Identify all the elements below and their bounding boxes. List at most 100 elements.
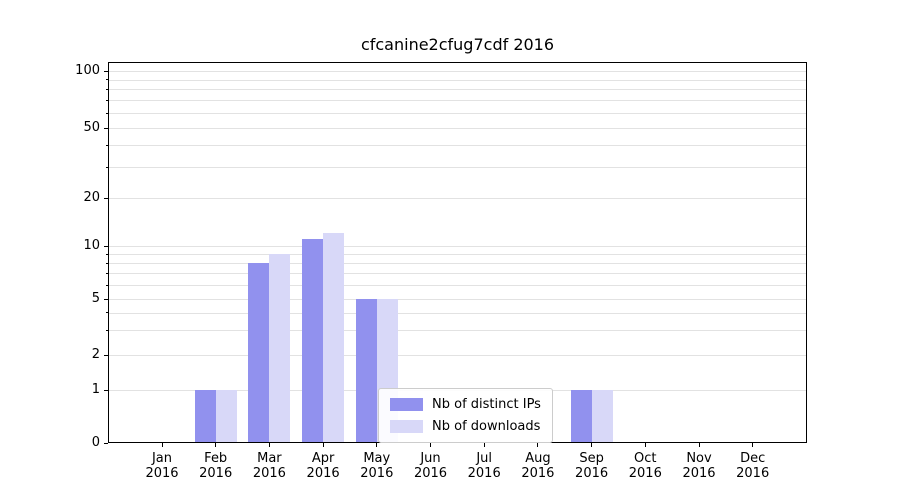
x-tick-mark bbox=[483, 443, 485, 447]
x-tick-label-line: 2016 bbox=[360, 466, 394, 481]
legend-swatch bbox=[390, 420, 423, 433]
gridline bbox=[108, 145, 807, 147]
x-tick-mark bbox=[591, 443, 593, 447]
y-minor-tick-mark bbox=[106, 262, 108, 264]
legend-label: Nb of downloads bbox=[432, 419, 541, 434]
x-tick-label-line: Mar bbox=[257, 451, 282, 466]
y-tick-label: 100 bbox=[75, 63, 100, 78]
y-tick-label: 2 bbox=[91, 347, 100, 362]
x-tick-label-line: Apr bbox=[311, 451, 335, 466]
y-tick-mark bbox=[104, 70, 108, 72]
x-tick-label-line: Sep bbox=[579, 451, 604, 466]
x-tick-label-line: May bbox=[363, 451, 391, 466]
y-minor-tick-mark bbox=[106, 166, 108, 168]
y-tick-mark bbox=[104, 197, 108, 199]
x-tick-label-line: 2016 bbox=[682, 466, 716, 481]
y-tick-label: 50 bbox=[83, 120, 100, 135]
x-tick-mark bbox=[698, 443, 700, 447]
x-tick-mark bbox=[376, 443, 378, 447]
x-tick-label: Oct 2016 bbox=[605, 451, 685, 481]
x-tick-label: Apr 2016 bbox=[283, 451, 363, 481]
legend-items: Nb of distinct IPs Nb of downloads bbox=[390, 397, 541, 434]
x-tick-label-line: Jul bbox=[476, 451, 493, 466]
y-minor-tick-mark bbox=[106, 79, 108, 81]
y-tick-mark bbox=[104, 442, 108, 444]
gridline bbox=[108, 89, 807, 91]
x-tick-label: May 2016 bbox=[337, 451, 417, 481]
y-tick-mark bbox=[104, 127, 108, 129]
y-minor-tick-mark bbox=[106, 312, 108, 314]
x-tick-label: Nov 2016 bbox=[659, 451, 739, 481]
gridline bbox=[108, 167, 807, 169]
gridline bbox=[108, 330, 807, 332]
gridline bbox=[108, 254, 807, 256]
gridline bbox=[108, 198, 807, 199]
y-minor-tick-mark bbox=[106, 253, 108, 255]
y-minor-tick-mark bbox=[106, 329, 108, 331]
y-minor-tick-mark bbox=[106, 88, 108, 90]
x-tick-label-line: Feb bbox=[204, 451, 228, 466]
legend: Nb of distinct IPs Nb of downloads bbox=[378, 388, 553, 443]
y-tick-label: 10 bbox=[83, 238, 100, 253]
y-tick-label: 20 bbox=[83, 190, 100, 205]
gridline bbox=[108, 79, 807, 81]
x-tick-label: Feb 2016 bbox=[176, 451, 256, 481]
legend-entry: Nb of distinct IPs bbox=[390, 397, 541, 412]
x-tick-label: Aug 2016 bbox=[498, 451, 578, 481]
y-tick-mark bbox=[104, 354, 108, 356]
x-tick-mark bbox=[430, 443, 431, 447]
x-tick-mark bbox=[644, 443, 646, 447]
y-tick-label: 5 bbox=[91, 291, 100, 306]
legend-swatch bbox=[390, 398, 423, 411]
y-tick-mark bbox=[104, 245, 108, 247]
x-tick-label: Jul 2016 bbox=[444, 451, 524, 481]
x-tick-label: Sep 2016 bbox=[552, 451, 632, 481]
x-tick-mark bbox=[752, 443, 754, 447]
legend-label: Nb of distinct IPs bbox=[432, 397, 541, 412]
x-tick-label-line: Jun bbox=[420, 451, 441, 466]
plot-area bbox=[108, 62, 807, 443]
y-minor-tick-mark bbox=[106, 144, 108, 146]
bar-nb-of-downloads bbox=[323, 233, 345, 443]
x-tick-label: Jun 2016 bbox=[391, 451, 471, 481]
y-tick-label: 1 bbox=[91, 382, 100, 397]
x-tick-label-line: 2016 bbox=[306, 466, 340, 481]
x-tick-mark bbox=[161, 443, 163, 447]
gridline bbox=[108, 246, 807, 247]
bar-nb-of-distinct-ips bbox=[355, 299, 377, 443]
x-tick-label: Jan 2016 bbox=[122, 451, 202, 481]
x-tick-label-line: 2016 bbox=[628, 466, 662, 481]
gridline bbox=[108, 355, 807, 356]
bar-nb-of-downloads bbox=[591, 390, 613, 443]
bar-nb-of-distinct-ips bbox=[570, 390, 592, 443]
plot-border bbox=[108, 62, 807, 443]
y-minor-tick-mark bbox=[106, 272, 108, 274]
bar-nb-of-distinct-ips bbox=[194, 390, 216, 443]
gridline bbox=[108, 263, 807, 265]
x-tick-label-line: Oct bbox=[634, 451, 657, 466]
legend-entry: Nb of downloads bbox=[390, 419, 541, 434]
x-tick-label-line: 2016 bbox=[467, 466, 501, 481]
bar-nb-of-distinct-ips bbox=[302, 239, 324, 443]
y-tick-label: 0 bbox=[91, 435, 100, 450]
x-tick-label: Mar 2016 bbox=[229, 451, 309, 481]
gridline bbox=[108, 299, 807, 300]
gridline bbox=[108, 100, 807, 102]
x-tick-mark bbox=[268, 443, 270, 447]
x-tick-mark bbox=[537, 443, 539, 447]
gridline bbox=[108, 113, 807, 114]
y-minor-tick-mark bbox=[106, 99, 108, 101]
x-tick-mark bbox=[215, 443, 217, 447]
x-tick-label-line: Aug bbox=[525, 451, 551, 466]
x-tick-label-line: 2016 bbox=[252, 466, 286, 481]
x-tick-mark bbox=[322, 443, 324, 447]
x-tick-label: Dec 2016 bbox=[713, 451, 793, 481]
x-tick-label-line: Jan bbox=[151, 451, 173, 466]
gridline bbox=[108, 285, 807, 287]
x-tick-label-line: 2016 bbox=[575, 466, 609, 481]
bar-nb-of-downloads bbox=[215, 390, 237, 443]
bar-nb-of-distinct-ips bbox=[248, 263, 270, 443]
x-tick-label-line: Nov bbox=[686, 451, 712, 466]
y-minor-tick-mark bbox=[106, 284, 108, 286]
